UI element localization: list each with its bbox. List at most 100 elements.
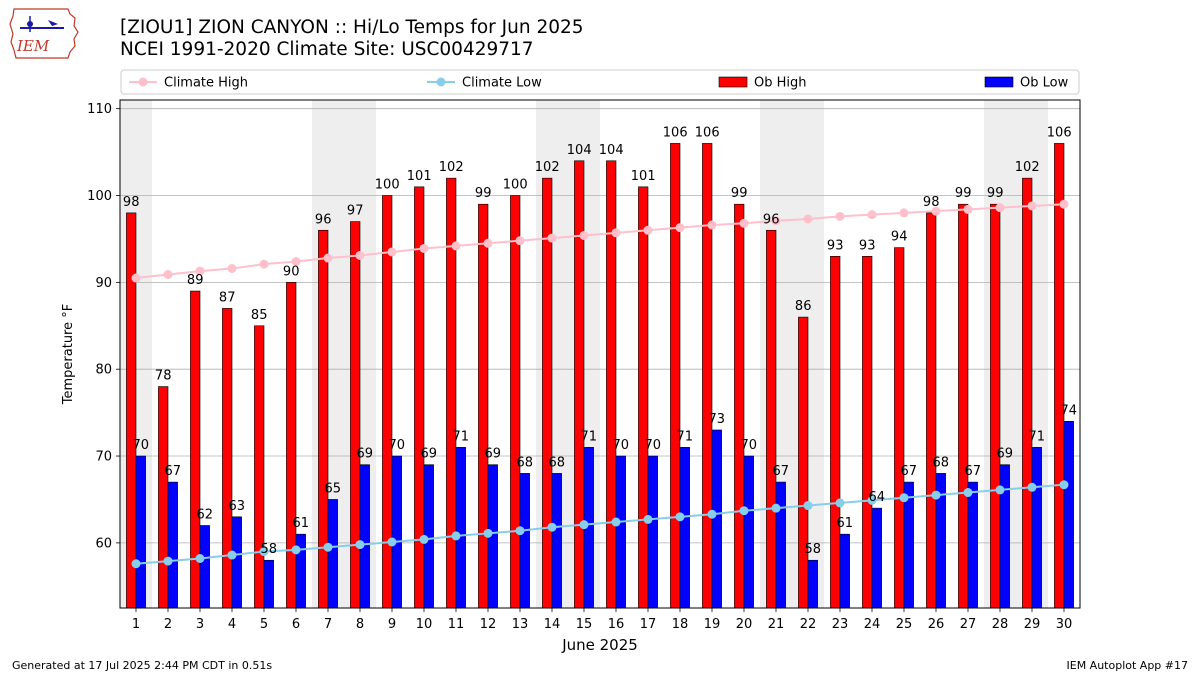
ob-high-bar xyxy=(798,316,809,609)
ob-low-label: 70 xyxy=(613,438,630,453)
ob-high-label: 86 xyxy=(795,299,812,314)
climate-low-point xyxy=(611,517,621,527)
climate-high-point xyxy=(707,220,717,230)
x-tick-label: 20 xyxy=(736,617,753,632)
x-tick-label: 11 xyxy=(448,617,465,632)
climate-high-point xyxy=(931,206,941,216)
x-tick-label: 7 xyxy=(324,617,332,632)
ob-low-bar xyxy=(967,481,978,609)
ob-high-bar xyxy=(158,386,169,609)
plot-frame xyxy=(119,99,1081,609)
ob-low-label: 71 xyxy=(1029,429,1046,444)
climate-low-point xyxy=(803,501,813,511)
ob-low-bar xyxy=(775,481,786,609)
ob-high-label: 97 xyxy=(347,204,364,219)
bars-layer xyxy=(126,143,1074,609)
x-tick-label: 26 xyxy=(928,617,945,632)
ob-low-label: 69 xyxy=(357,447,374,462)
y-tick-label: 60 xyxy=(95,536,112,551)
climate-low-point xyxy=(643,514,653,524)
climate-low-point xyxy=(163,556,173,566)
x-tick-label: 24 xyxy=(864,617,881,632)
climate-low-point xyxy=(963,488,973,498)
ob-high-label: 100 xyxy=(375,178,400,193)
climate-low-point xyxy=(515,526,525,536)
ob-high-label: 78 xyxy=(155,369,172,384)
climate-high-point xyxy=(675,223,685,233)
grid-lines xyxy=(120,108,1080,544)
ob-low-bar xyxy=(551,473,562,609)
ob-low-label: 71 xyxy=(453,429,470,444)
climate-low-line xyxy=(135,483,1065,565)
ob-low-label: 67 xyxy=(901,464,918,479)
x-tick-label: 28 xyxy=(992,617,1009,632)
ob-high-bar xyxy=(830,256,841,609)
climate-high-point xyxy=(579,230,589,240)
climate-high-point xyxy=(995,203,1005,213)
ob-high-bar xyxy=(1054,143,1065,609)
ob-high-label: 99 xyxy=(475,186,492,201)
chart-subtitle: NCEI 1991-2020 Climate Site: USC00429717 xyxy=(120,39,534,60)
climate-low-point xyxy=(675,512,685,522)
ob-high-label: 85 xyxy=(251,308,268,323)
ob-low-label: 68 xyxy=(517,455,534,470)
y-tick-label: 90 xyxy=(95,276,112,291)
ob-high-label: 87 xyxy=(219,290,236,305)
ob-high-label: 99 xyxy=(955,186,972,201)
climate-low-point xyxy=(323,542,333,552)
climate-low-point xyxy=(195,554,205,564)
climate-high-point xyxy=(803,214,813,224)
climate-high-point xyxy=(291,257,301,267)
x-tick-label: 2 xyxy=(164,617,172,632)
legend-ob-high-swatch xyxy=(718,76,748,88)
bar-labels-layer: 98 78 89 87 85 90 96 97 100 101 102 99 100 102 104 104 1… xyxy=(123,125,1077,557)
climate-high-point xyxy=(195,266,205,276)
climate-high-point xyxy=(547,233,557,243)
ob-low-bar xyxy=(679,447,690,609)
x-tick-label: 25 xyxy=(896,617,913,632)
ob-low-label: 62 xyxy=(197,508,214,523)
legend-climate-low-label: Climate Low xyxy=(462,76,542,91)
climate-low-point xyxy=(579,520,589,530)
climate-high-point xyxy=(323,253,333,263)
x-tick-label: 18 xyxy=(672,617,689,632)
ob-low-label: 71 xyxy=(581,429,598,444)
climate-low-point xyxy=(707,509,717,519)
ob-high-label: 89 xyxy=(187,273,204,288)
ob-low-label: 71 xyxy=(677,429,694,444)
climate-high-point xyxy=(451,241,461,251)
x-tick-label: 12 xyxy=(480,617,497,632)
climate-high-point xyxy=(867,210,877,220)
climate-high-point xyxy=(1059,199,1069,209)
climate-high-point xyxy=(771,216,781,226)
legend-box xyxy=(120,69,1080,95)
y-tick-label: 80 xyxy=(95,363,112,378)
ob-high-label: 98 xyxy=(123,195,140,210)
climate-low-point xyxy=(259,547,269,557)
climate-low-point xyxy=(771,503,781,513)
ob-low-label: 70 xyxy=(133,438,150,453)
legend-climate-high-label: Climate High xyxy=(164,76,248,91)
climate-low-point xyxy=(995,485,1005,495)
ob-high-bar xyxy=(222,308,233,609)
climate-low-point xyxy=(931,490,941,500)
ob-low-label: 68 xyxy=(933,455,950,470)
x-tick-label: 17 xyxy=(640,617,657,632)
climate-low-point xyxy=(483,528,493,538)
ob-high-label: 106 xyxy=(1047,125,1072,140)
x-tick-label: 21 xyxy=(768,617,785,632)
ob-low-label: 70 xyxy=(741,438,758,453)
climate-high-point xyxy=(899,208,909,218)
legend-climate-low-swatch-marker xyxy=(436,77,446,87)
x-axis-label: June 2025 xyxy=(561,636,638,654)
ob-low-label: 67 xyxy=(773,464,790,479)
x-tick-label: 30 xyxy=(1056,617,1073,632)
x-tick-label: 10 xyxy=(416,617,433,632)
climate-low-point xyxy=(419,534,429,544)
generated-note: Generated at 17 Jul 2025 2:44 PM CDT in … xyxy=(12,659,273,672)
ob-high-label: 106 xyxy=(663,125,688,140)
ob-high-label: 96 xyxy=(763,212,780,227)
x-tick-label: 8 xyxy=(356,617,364,632)
ob-high-bar xyxy=(286,282,297,609)
